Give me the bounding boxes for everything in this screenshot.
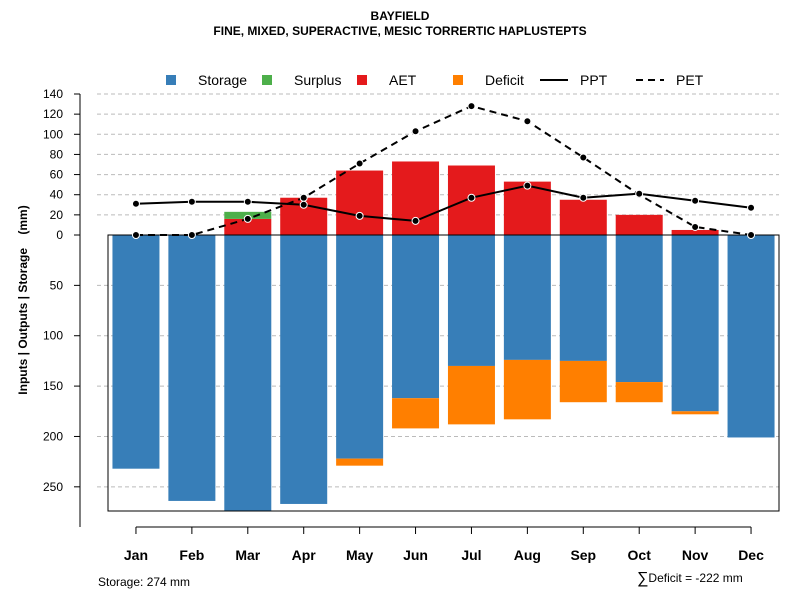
legend-label-ppt: PPT bbox=[580, 72, 608, 88]
storage-bar bbox=[392, 235, 440, 399]
ppt-line-point bbox=[411, 216, 420, 225]
pet-line-point bbox=[299, 193, 308, 202]
x-tick-label: Oct bbox=[628, 547, 652, 563]
y-tick-label: 80 bbox=[50, 147, 64, 161]
x-tick-label: Aug bbox=[514, 547, 541, 563]
aet-bar bbox=[671, 229, 719, 235]
deficit-bar bbox=[503, 359, 551, 420]
storage-bar bbox=[727, 235, 775, 438]
ppt-line-point bbox=[747, 203, 756, 212]
legend-label-deficit: Deficit bbox=[485, 72, 524, 88]
x-tick-label: May bbox=[346, 547, 373, 563]
ppt-line-point bbox=[523, 181, 532, 190]
y-tick-label: 250 bbox=[43, 480, 63, 494]
pet-line-point bbox=[579, 153, 588, 162]
legend-label-aet: AET bbox=[389, 72, 417, 88]
ppt-line bbox=[135, 184, 752, 222]
pet-line-point bbox=[355, 159, 364, 168]
x-tick-label: Feb bbox=[179, 547, 204, 563]
y-tick-label: 140 bbox=[43, 87, 63, 101]
aet-bar bbox=[615, 214, 663, 235]
y-tick-label: 50 bbox=[50, 278, 64, 292]
deficit-bar bbox=[336, 458, 384, 466]
x-tick-label: Mar bbox=[235, 547, 260, 563]
pet-line-point bbox=[691, 222, 700, 231]
x-tick-label: Jul bbox=[461, 547, 481, 563]
chart-subtitle: FINE, MIXED, SUPERACTIVE, MESIC TORRERTI… bbox=[213, 24, 587, 38]
deficit-total-note: ∑Deficit = -222 mm bbox=[637, 570, 743, 588]
storage-bar bbox=[503, 235, 551, 360]
x-tick-label: Nov bbox=[682, 547, 709, 563]
legend-label-pet: PET bbox=[676, 72, 704, 88]
ppt-line-point bbox=[299, 200, 308, 209]
aet-bar bbox=[559, 199, 607, 235]
ppt-line-point bbox=[131, 199, 140, 208]
deficit-bar bbox=[447, 365, 495, 425]
pet-line-point bbox=[187, 231, 196, 239]
storage-bar bbox=[447, 235, 495, 366]
x-tick-label: Jun bbox=[403, 547, 428, 563]
storage-bar bbox=[559, 235, 607, 361]
aet-bar bbox=[336, 170, 384, 235]
ppt-line-point bbox=[579, 193, 588, 202]
y-tick-label: 200 bbox=[43, 429, 63, 443]
storage-bar bbox=[280, 235, 328, 504]
y-tick-label: 20 bbox=[50, 208, 64, 222]
storage-bar bbox=[168, 235, 216, 501]
storage-bar bbox=[615, 235, 663, 383]
x-tick-label: Apr bbox=[292, 547, 317, 563]
ppt-line-point bbox=[635, 189, 644, 198]
y-tick-label: 150 bbox=[43, 379, 63, 393]
legend-swatch-aet bbox=[357, 75, 367, 85]
deficit-bar bbox=[392, 398, 440, 429]
legend-swatch-surplus bbox=[262, 75, 272, 85]
ppt-line-point bbox=[243, 197, 252, 206]
ppt-line-point bbox=[467, 193, 476, 202]
legend-label-surplus: Surplus bbox=[294, 72, 341, 88]
aet-bar bbox=[503, 181, 551, 235]
y-tick-label: 40 bbox=[50, 188, 64, 202]
deficit-bar bbox=[671, 411, 719, 415]
y-tick-label: 100 bbox=[43, 127, 63, 141]
legend-swatch-storage bbox=[166, 75, 176, 85]
pet-line-point bbox=[243, 214, 252, 223]
legend-label-storage: Storage bbox=[198, 72, 247, 88]
pet-line-point bbox=[467, 102, 476, 111]
deficit-total-label: Deficit = -222 mm bbox=[648, 571, 743, 585]
storage-bar bbox=[224, 235, 272, 511]
legend-swatch-deficit bbox=[453, 75, 463, 85]
chart-title: BAYFIELD bbox=[370, 9, 430, 23]
ppt-line-point bbox=[187, 197, 196, 206]
ppt-line-point bbox=[355, 211, 364, 220]
storage-bar bbox=[671, 235, 719, 412]
y-tick-label: 60 bbox=[50, 168, 64, 182]
pet-line-point bbox=[131, 231, 140, 239]
pet-line-point bbox=[411, 127, 420, 136]
storage-bar bbox=[336, 235, 384, 459]
x-tick-label: Sep bbox=[570, 547, 596, 563]
deficit-bar bbox=[559, 360, 607, 403]
x-tick-label: Jan bbox=[124, 547, 148, 563]
y-tick-label: 0 bbox=[56, 228, 63, 242]
storage-bar bbox=[112, 235, 160, 469]
x-tick-label: Dec bbox=[738, 547, 764, 563]
y-tick-label: 120 bbox=[43, 107, 63, 121]
pet-line-point bbox=[747, 231, 756, 239]
deficit-bar bbox=[615, 382, 663, 403]
sum-symbol: ∑ bbox=[637, 570, 649, 587]
pet-line-point bbox=[523, 117, 532, 126]
y-axis-label: Inputs | Outputs | Storage (mm) bbox=[16, 205, 30, 394]
y-tick-label: 100 bbox=[43, 329, 63, 343]
ppt-line-point bbox=[691, 196, 700, 205]
pet-line bbox=[136, 105, 752, 236]
storage-total-note: Storage: 274 mm bbox=[98, 575, 191, 589]
